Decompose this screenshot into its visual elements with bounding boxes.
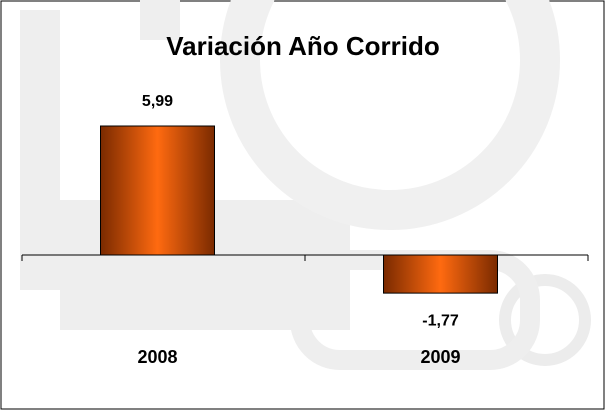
data-label: 5,99 — [142, 93, 173, 110]
chart-title: Variación Año Corrido — [166, 31, 440, 61]
data-label: -1,77 — [422, 312, 459, 329]
chart: Variación Año Corrido 5,99 2008 -1,77 2009 — [0, 0, 605, 410]
bar — [384, 255, 498, 293]
x-tick-label: 2008 — [137, 347, 177, 367]
page: {"chart_data": {"type": "bar", "title": … — [0, 0, 605, 410]
x-tick-label: 2009 — [420, 347, 460, 367]
bar — [101, 126, 215, 255]
